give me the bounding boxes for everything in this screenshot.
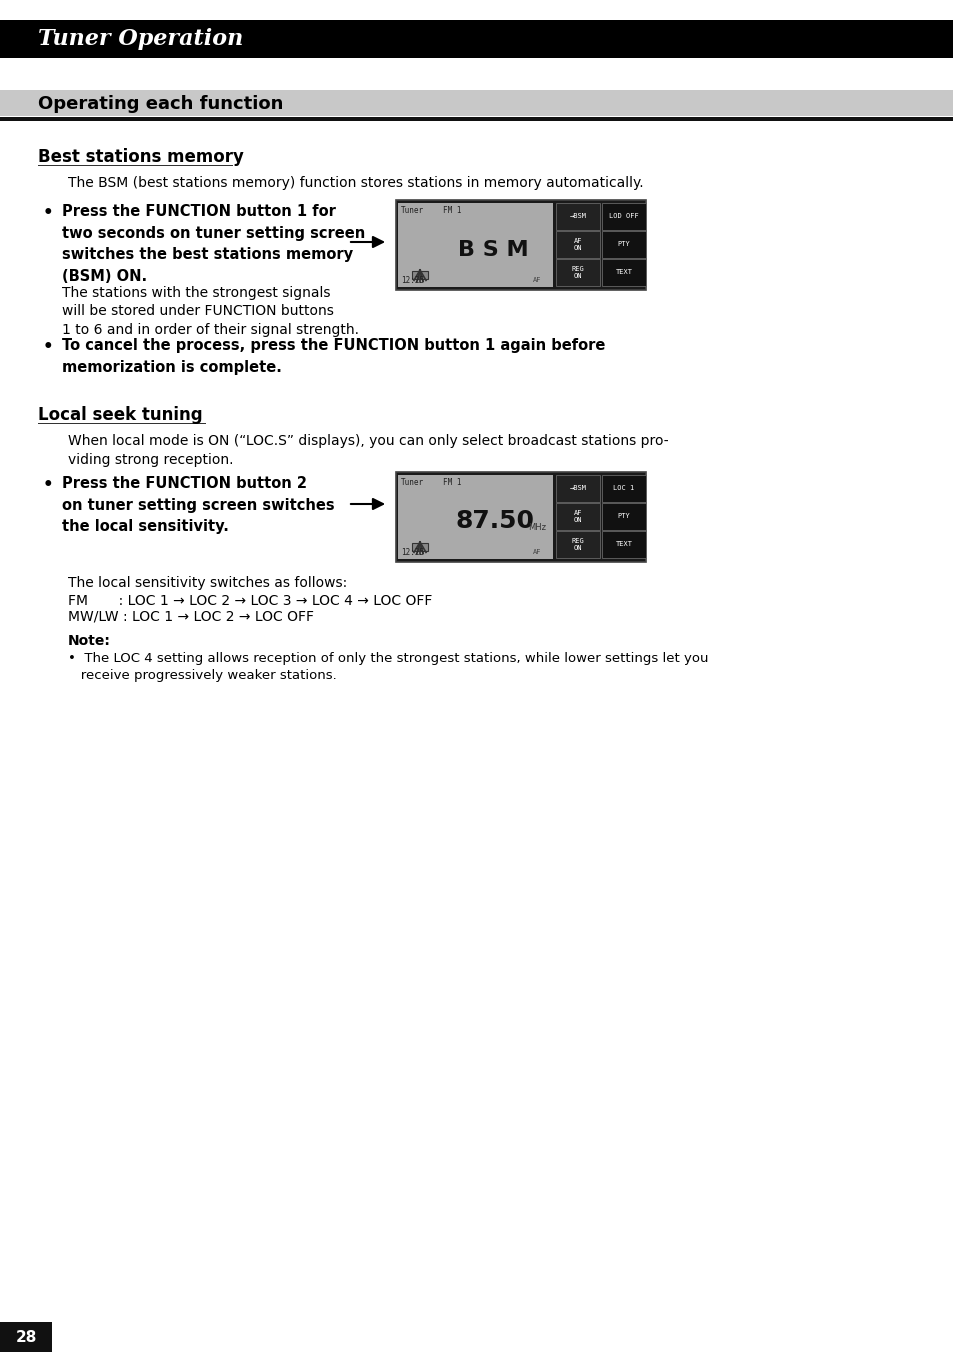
Text: AF
ON: AF ON [573, 238, 581, 250]
Text: To cancel the process, press the FUNCTION button 1 again before
memorization is : To cancel the process, press the FUNCTIO… [62, 338, 605, 375]
Text: REG
ON: REG ON [571, 538, 584, 550]
Text: →BSM: →BSM [569, 214, 586, 219]
Text: AF: AF [532, 277, 540, 283]
Bar [412, 270, 428, 279]
Text: When local mode is ON (“LOC.S” displays), you can only select broadcast stations: When local mode is ON (“LOC.S” displays)… [68, 434, 668, 466]
Bar [601, 260, 645, 287]
Bar [395, 472, 645, 562]
Text: Tuner: Tuner [400, 206, 424, 215]
Text: 87.50: 87.50 [456, 508, 535, 533]
Bar [601, 231, 645, 258]
Text: •: • [43, 204, 53, 222]
Bar [556, 260, 599, 287]
Bar [38, 165, 233, 166]
Bar [601, 203, 645, 230]
Bar [397, 475, 553, 558]
Text: FM 1: FM 1 [442, 479, 461, 487]
Text: Tuner: Tuner [400, 479, 424, 487]
Text: •: • [43, 476, 53, 493]
Text: LOC 1: LOC 1 [613, 485, 634, 492]
Text: PTY: PTY [617, 514, 630, 519]
Text: REG
ON: REG ON [571, 266, 584, 279]
Text: Note:: Note: [68, 634, 111, 648]
Text: The local sensitivity switches as follows:: The local sensitivity switches as follow… [68, 576, 347, 589]
Bar [38, 422, 206, 425]
Text: 12:25: 12:25 [400, 276, 424, 285]
Text: TEXT: TEXT [615, 269, 632, 276]
Text: 12:25: 12:25 [400, 548, 424, 557]
Text: →BSM: →BSM [569, 485, 586, 492]
Text: 28: 28 [15, 1329, 36, 1344]
Text: TEXT: TEXT [615, 542, 632, 548]
Bar [601, 503, 645, 530]
Text: Best stations memory: Best stations memory [38, 147, 244, 166]
Text: Press the FUNCTION button 2
on tuner setting screen switches
the local sensitivi: Press the FUNCTION button 2 on tuner set… [62, 476, 335, 534]
Text: MW/LW : LOC 1 → LOC 2 → LOC OFF: MW/LW : LOC 1 → LOC 2 → LOC OFF [68, 610, 314, 625]
Text: AF
ON: AF ON [573, 510, 581, 523]
Text: The BSM (best stations memory) function stores stations in memory automatically.: The BSM (best stations memory) function … [68, 176, 643, 191]
Text: Tuner Operation: Tuner Operation [38, 28, 243, 50]
Text: •  The LOC 4 setting allows reception of only the strongest stations, while lowe: • The LOC 4 setting allows reception of … [68, 652, 708, 681]
Text: PTY: PTY [617, 242, 630, 247]
Bar [556, 475, 599, 502]
Bar [412, 544, 428, 552]
Text: B S M: B S M [457, 241, 528, 260]
Text: LOD OFF: LOD OFF [608, 214, 639, 219]
Bar [556, 531, 599, 558]
Bar [556, 503, 599, 530]
Text: Local seek tuning: Local seek tuning [38, 406, 202, 425]
Bar [397, 203, 553, 287]
Bar [556, 231, 599, 258]
Bar [0, 118, 953, 120]
Bar [601, 475, 645, 502]
Bar [0, 91, 953, 116]
Text: AF: AF [532, 549, 540, 556]
Text: The stations with the strongest signals
will be stored under FUNCTION buttons
1 : The stations with the strongest signals … [62, 287, 358, 337]
Text: Press the FUNCTION button 1 for
two seconds on tuner setting screen
switches the: Press the FUNCTION button 1 for two seco… [62, 204, 365, 284]
Text: Operating each function: Operating each function [38, 95, 283, 114]
Text: FM       : LOC 1 → LOC 2 → LOC 3 → LOC 4 → LOC OFF: FM : LOC 1 → LOC 2 → LOC 3 → LOC 4 → LOC… [68, 594, 432, 608]
Text: MHz: MHz [528, 522, 546, 531]
Text: FM 1: FM 1 [442, 206, 461, 215]
Bar [601, 531, 645, 558]
Bar [395, 200, 645, 289]
Text: •: • [43, 338, 53, 356]
Bar [556, 203, 599, 230]
Bar [0, 1322, 52, 1352]
Bar [0, 20, 953, 58]
